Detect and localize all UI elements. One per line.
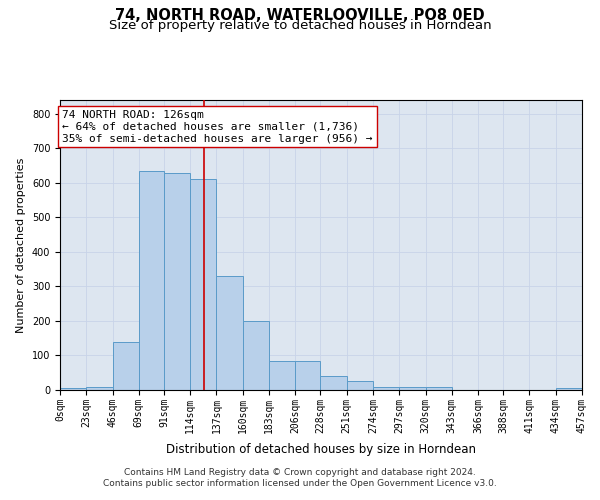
Bar — [243, 321, 269, 390]
Bar — [425, 387, 452, 390]
Bar — [347, 382, 373, 390]
Text: Size of property relative to detached houses in Horndean: Size of property relative to detached ho… — [109, 19, 491, 32]
Bar — [269, 360, 295, 390]
Bar — [190, 180, 217, 390]
Bar — [373, 386, 399, 390]
Bar — [295, 360, 320, 390]
Bar — [556, 388, 582, 390]
Text: Contains HM Land Registry data © Crown copyright and database right 2024.
Contai: Contains HM Land Registry data © Crown c… — [103, 468, 497, 487]
Y-axis label: Number of detached properties: Number of detached properties — [16, 158, 26, 332]
Bar — [113, 342, 139, 390]
Bar — [320, 376, 347, 390]
Bar — [399, 386, 425, 390]
Text: 74 NORTH ROAD: 126sqm
← 64% of detached houses are smaller (1,736)
35% of semi-d: 74 NORTH ROAD: 126sqm ← 64% of detached … — [62, 110, 373, 144]
Bar — [164, 172, 190, 390]
Text: Distribution of detached houses by size in Horndean: Distribution of detached houses by size … — [166, 442, 476, 456]
Bar — [217, 276, 243, 390]
Bar — [60, 388, 86, 390]
Bar — [86, 386, 113, 390]
Text: 74, NORTH ROAD, WATERLOOVILLE, PO8 0ED: 74, NORTH ROAD, WATERLOOVILLE, PO8 0ED — [115, 8, 485, 22]
Bar — [139, 171, 164, 390]
